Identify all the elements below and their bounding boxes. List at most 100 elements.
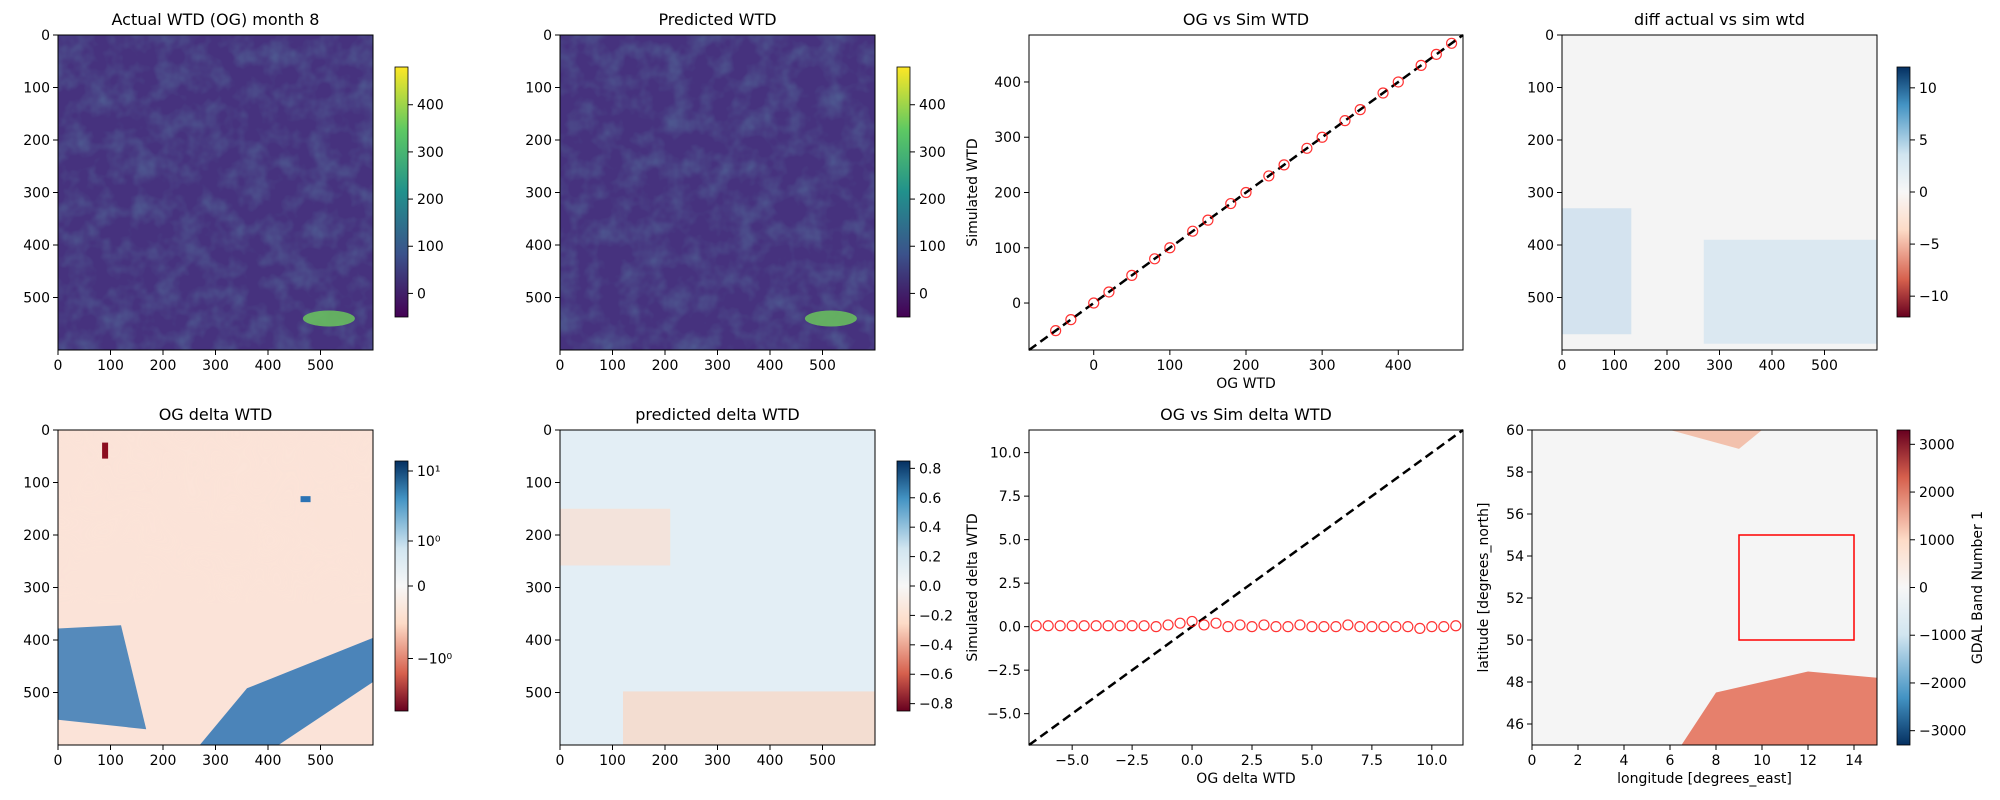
axes-frame [1531, 429, 1878, 746]
scatter-point [1210, 617, 1222, 629]
x-tick-label: 200 [150, 753, 177, 769]
x-tick-label: 200 [652, 358, 679, 374]
x-tick-label: 100 [97, 753, 124, 769]
colorbar-tick-label: 100 [919, 239, 946, 255]
x-tick-label: 10.0 [1416, 753, 1447, 769]
panel-6: predicted delta WTD 0 100 200 300 400 500 0 100 2… [525, 405, 953, 769]
colorbar-tick-label: 2000 [1919, 485, 1955, 501]
y-tick-label: 0.0 [999, 620, 1021, 636]
panel-5: OG delta WTD 0 100 200 300 400 500 0 100 200 300 40… [23, 405, 452, 769]
x-tick-label: 100 [599, 753, 626, 769]
x-tick-label: 100 [599, 358, 626, 374]
x-tick-label: 400 [1385, 358, 1412, 374]
scatter-point [1054, 620, 1066, 632]
scatter-point [1246, 621, 1258, 633]
x-tick-label: 500 [809, 753, 836, 769]
colorbar-tick-label: 300 [417, 145, 444, 161]
x-tick-label: 2 [1574, 753, 1583, 769]
scatter-point [1066, 620, 1078, 632]
colorbar-tick-label: 100 [417, 239, 444, 255]
colorbar [896, 460, 911, 712]
scatter-point [1258, 619, 1270, 631]
y-tick-label: 200 [1527, 133, 1554, 149]
y-tick-label: 0 [41, 423, 50, 439]
x-tick-label: 0 [556, 358, 565, 374]
colorbar-tick-label: −0.4 [919, 638, 953, 654]
y-tick-label: 58 [1506, 465, 1524, 481]
chart-title: OG vs Sim delta WTD [1160, 405, 1332, 424]
heatmap-blue-spot [300, 496, 311, 503]
scatter-point [1138, 620, 1150, 632]
chart-title: Actual WTD (OG) month 8 [112, 10, 320, 29]
y-tick-label: 50 [1506, 633, 1524, 649]
x-axis-label: OG WTD [1216, 376, 1276, 392]
scatter-point [1126, 620, 1138, 632]
x-tick-label: 100 [97, 358, 124, 374]
scatter-point [1088, 297, 1100, 309]
scatter-point [1294, 619, 1306, 631]
x-axis-label: longitude [degrees_east] [1617, 771, 1792, 787]
y-tick-label: 300 [525, 581, 552, 597]
colorbar-tick-label: 0 [1919, 185, 1928, 201]
colorbar-tick-label: 10¹ [417, 464, 440, 480]
scatter-point [1186, 615, 1198, 628]
chart-title: diff actual vs sim wtd [1634, 10, 1805, 29]
y-tick-label: 200 [525, 528, 552, 544]
x-tick-label: 100 [1156, 358, 1183, 374]
y-axis-label: latitude [degrees_north] [1476, 503, 1492, 673]
axes-frame [1028, 429, 1464, 746]
y-tick-label: 46 [1506, 717, 1524, 733]
y-tick-label: 2.5 [999, 576, 1021, 592]
y-tick-label: 200 [23, 528, 50, 544]
x-tick-label: 200 [1233, 358, 1260, 374]
scatter-point [1426, 621, 1438, 633]
heatmap-texture [560, 35, 875, 350]
heatmap-hotspot [302, 310, 355, 327]
colorbar-tick-label: 3000 [1919, 437, 1955, 453]
colorbar-tick-label: 0 [1919, 581, 1928, 597]
heatmap-region [1562, 208, 1632, 335]
y-tick-label: 0 [1545, 28, 1554, 44]
scatter-point [1282, 621, 1294, 633]
y-tick-label: 52 [1506, 591, 1524, 607]
reference-line [1028, 428, 1464, 747]
scatter-point [1050, 325, 1062, 337]
y-tick-label: 0 [543, 28, 552, 44]
scatter-point [1198, 619, 1210, 631]
scatter-point [1278, 159, 1290, 171]
x-tick-label: 0 [1089, 358, 1098, 374]
reference-line [1028, 33, 1464, 352]
x-tick-label: 400 [757, 753, 784, 769]
heatmap-hotspot [804, 310, 857, 327]
scatter-point [1150, 621, 1162, 633]
y-tick-label: 400 [1527, 238, 1554, 254]
scatter-point [1202, 214, 1214, 226]
colorbar-tick-label: −5 [1919, 237, 1940, 253]
scatter-point [1415, 59, 1427, 71]
x-tick-label: 300 [202, 753, 229, 769]
x-tick-label: 7.5 [1361, 753, 1383, 769]
heatmap-texture [58, 35, 373, 350]
scatter-point [1306, 621, 1318, 633]
y-tick-label: 500 [525, 686, 552, 702]
x-tick-label: 300 [1706, 358, 1733, 374]
x-tick-label: 200 [1654, 358, 1681, 374]
x-tick-label: 0 [1528, 753, 1537, 769]
scatter-point [1234, 619, 1246, 631]
y-tick-label: 54 [1506, 549, 1524, 565]
x-tick-label: 10 [1753, 753, 1771, 769]
y-tick-label: 200 [994, 186, 1021, 202]
heatmap-region [623, 691, 875, 745]
panel-2: Predicted WTD 0 100 200 300 400 500 0 100 200 300 4… [525, 10, 945, 374]
scatter-point [1164, 242, 1176, 254]
colorbar-label: GDAL Band Number 1 [1970, 511, 1986, 664]
colorbar-tick-label: 0.4 [919, 520, 941, 536]
x-tick-label: 5.0 [1301, 753, 1323, 769]
x-tick-label: 0 [1558, 358, 1567, 374]
y-tick-label: 48 [1506, 675, 1524, 691]
colorbar [1896, 429, 1911, 746]
colorbar-tick-label: −0.6 [919, 667, 953, 683]
scatter-point [1078, 620, 1090, 632]
scatter-point [1445, 37, 1458, 49]
